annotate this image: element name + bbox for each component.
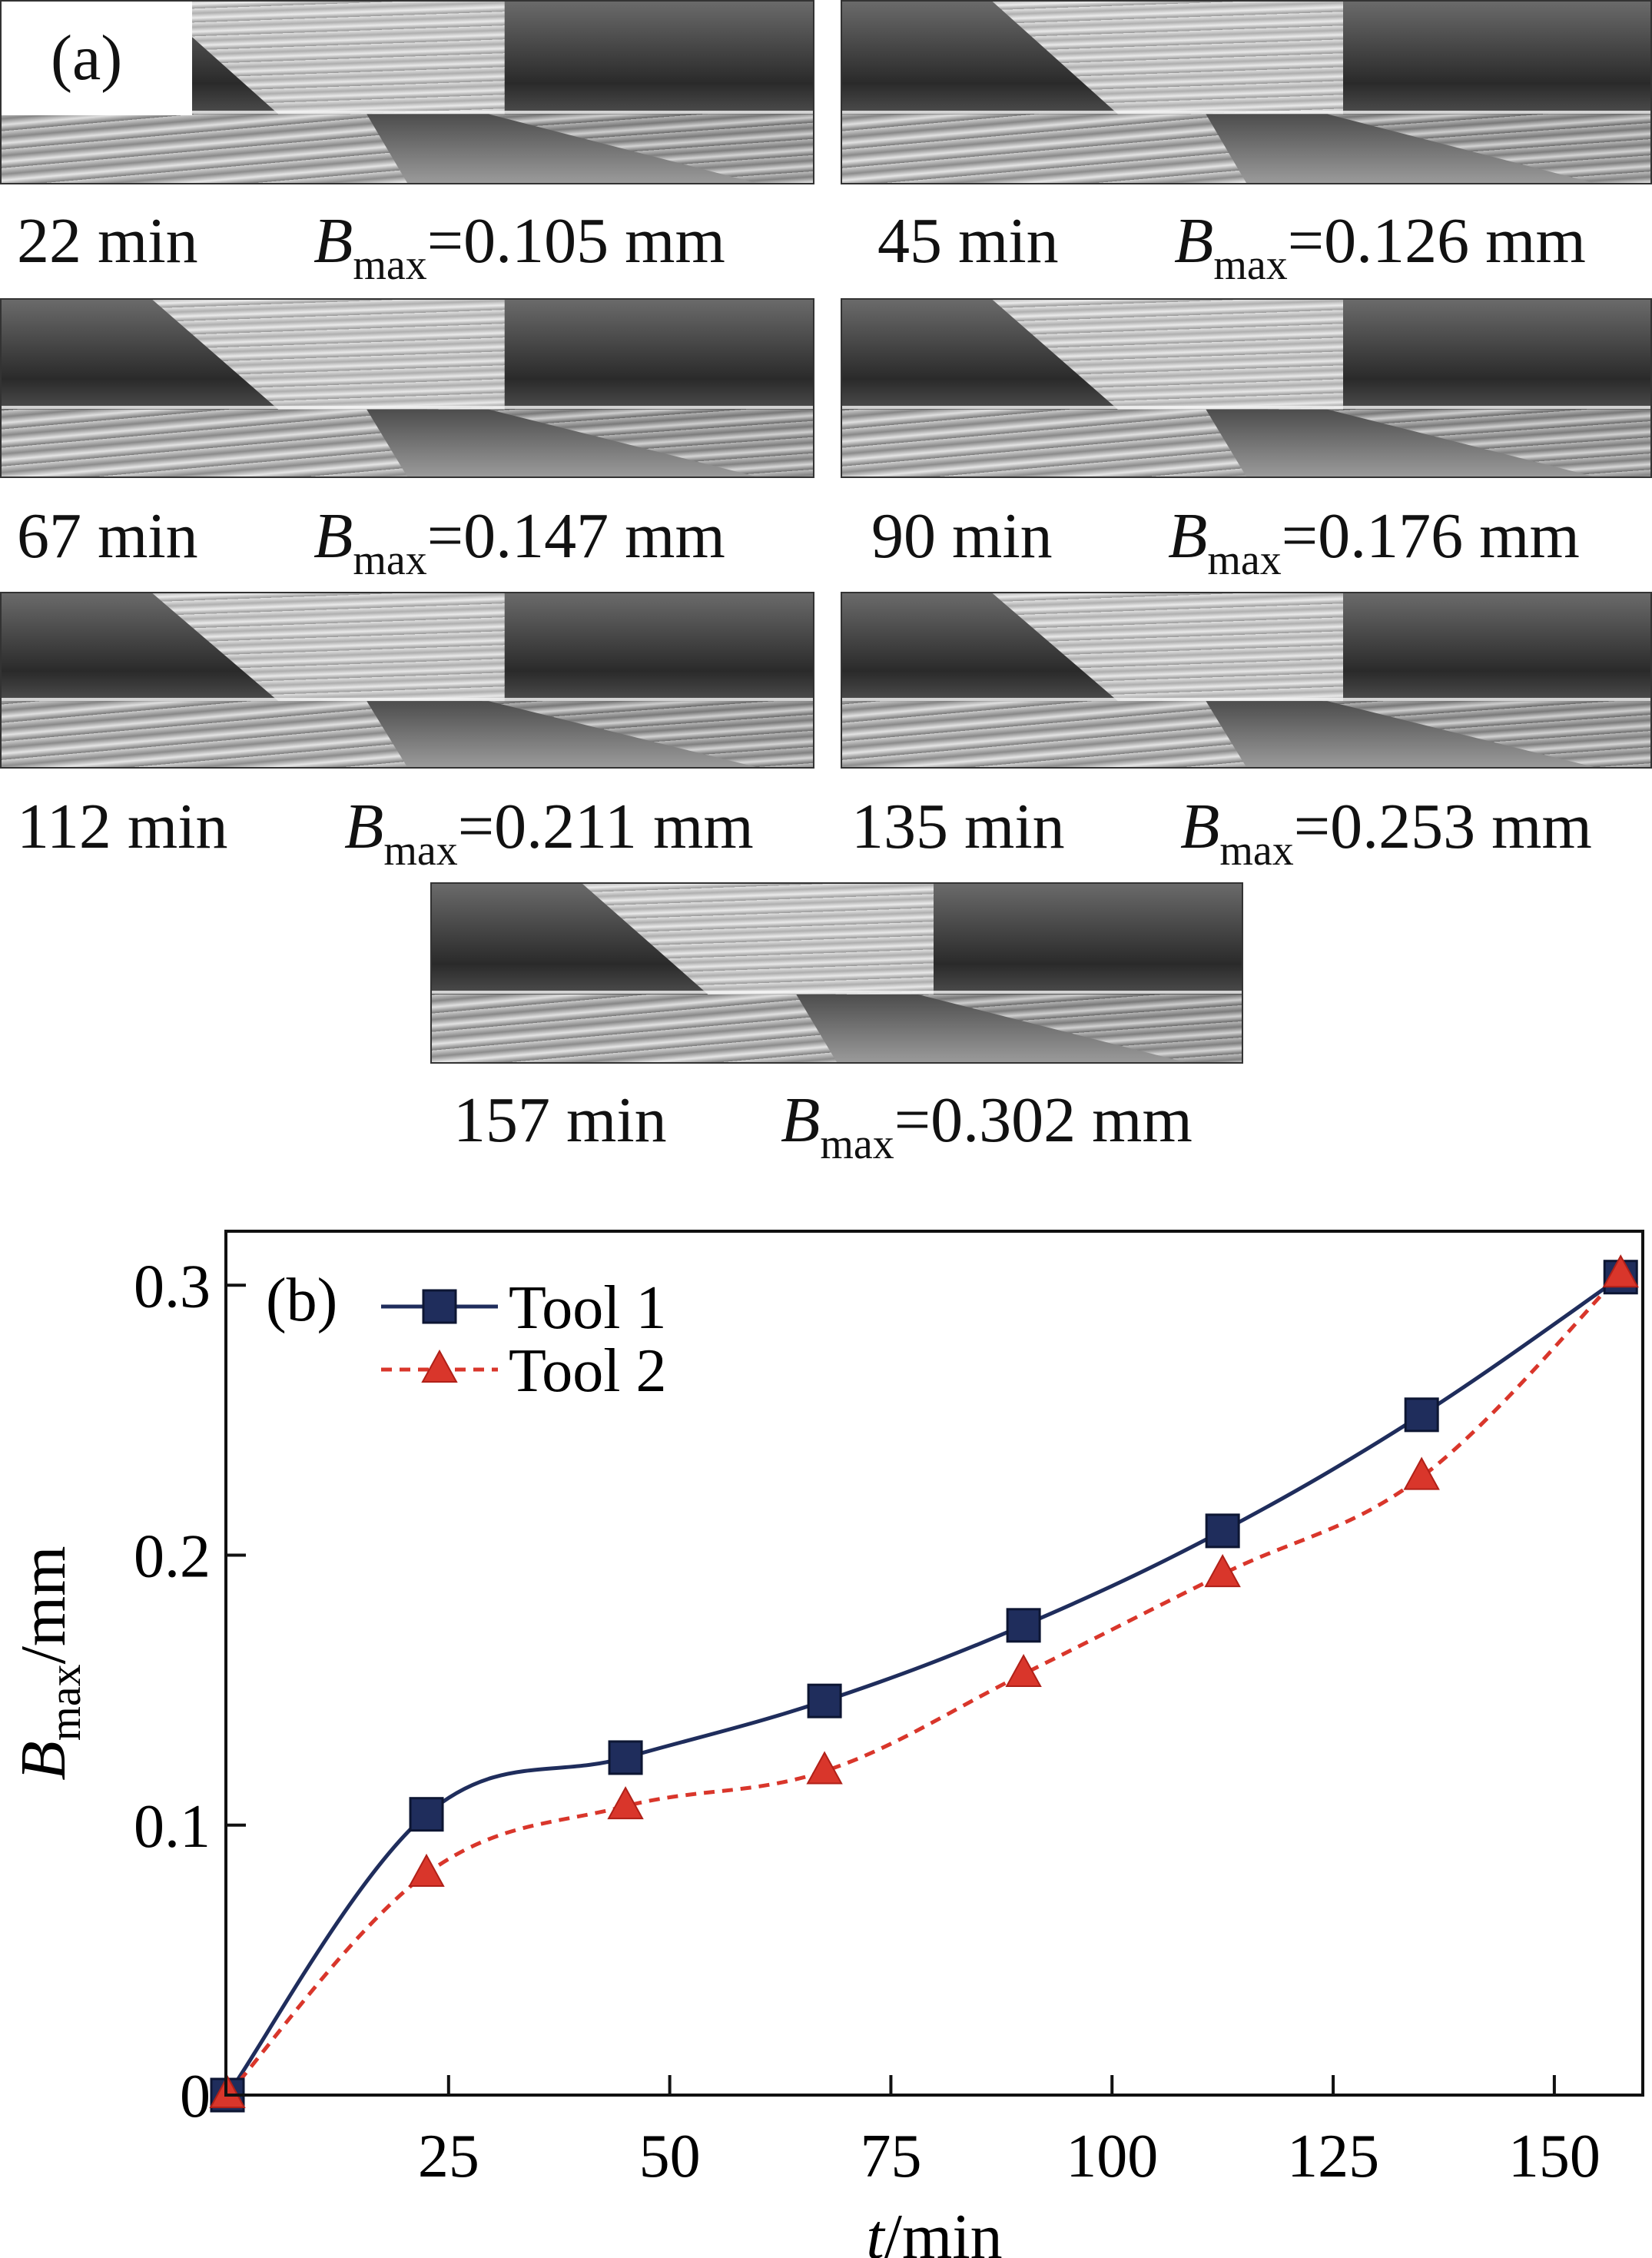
x-tick-label: 100 bbox=[1066, 2123, 1158, 2190]
data-point-tool-1 bbox=[807, 1683, 842, 1718]
micrograph-90min bbox=[841, 298, 1652, 478]
caption-bmax-22min: Bmax=0.105 mm bbox=[313, 205, 725, 289]
caption-22min: 22 min bbox=[17, 205, 198, 277]
caption-bmax-67min: Bmax=0.147 mm bbox=[313, 500, 725, 584]
y-tick-label: 0 bbox=[180, 2063, 211, 2130]
x-tick-label: 125 bbox=[1287, 2123, 1379, 2190]
data-point-tool-1 bbox=[1006, 1608, 1041, 1643]
data-point-tool-2 bbox=[1005, 1653, 1042, 1688]
caption-112min: 112 min bbox=[17, 791, 228, 862]
legend-marker-2 bbox=[421, 1349, 458, 1383]
micrograph-112min bbox=[0, 592, 814, 769]
micrograph-135min bbox=[841, 592, 1652, 769]
micrograph-45min bbox=[841, 0, 1652, 184]
micrograph-157min bbox=[430, 882, 1243, 1064]
y-axis-label: Bmax/mm bbox=[8, 1546, 90, 1780]
data-point-tool-1 bbox=[608, 1740, 643, 1775]
wear-chart: 25 50 75 100 125 150 0 0.1 0.2 0.3 (b) Tool 1Tool… bbox=[8, 1230, 1644, 2258]
data-point-tool-1 bbox=[409, 1797, 444, 1832]
legend-label-2: Tool 2 bbox=[509, 1337, 667, 1405]
caption-90min: 90 min bbox=[871, 500, 1053, 572]
data-point-tool-1 bbox=[1205, 1513, 1240, 1549]
caption-135min: 135 min bbox=[851, 791, 1065, 862]
y-tick-label: 0.3 bbox=[134, 1253, 211, 1320]
micrograph-67min bbox=[0, 298, 814, 478]
data-point-tool-2 bbox=[806, 1751, 843, 1785]
legend-marker-1 bbox=[422, 1289, 457, 1324]
data-point-tool-2 bbox=[607, 1786, 644, 1820]
data-point-tool-2 bbox=[1602, 1254, 1639, 1288]
x-tick-label: 50 bbox=[639, 2123, 701, 2190]
legend-label-1: Tool 1 bbox=[509, 1274, 667, 1342]
panel-b-label: (b) bbox=[266, 1267, 337, 1334]
caption-bmax-112min: Bmax=0.211 mm bbox=[344, 791, 754, 875]
micrograph-22min: (a) bbox=[0, 0, 814, 184]
x-axis-label: t/min bbox=[866, 2201, 1002, 2258]
caption-bmax-45min: Bmax=0.126 mm bbox=[1174, 205, 1586, 289]
caption-bmax-135min: Bmax=0.253 mm bbox=[1180, 791, 1592, 875]
caption-157min: 157 min bbox=[453, 1084, 667, 1156]
x-tick-label: 150 bbox=[1508, 2123, 1601, 2190]
x-tick-label: 25 bbox=[418, 2123, 479, 2190]
data-point-tool-2 bbox=[408, 1853, 445, 1887]
caption-bmax-157min: Bmax=0.302 mm bbox=[781, 1084, 1193, 1168]
caption-45min: 45 min bbox=[877, 205, 1059, 277]
data-point-tool-2 bbox=[1403, 1456, 1440, 1490]
caption-bmax-90min: Bmax=0.176 mm bbox=[1168, 500, 1580, 584]
panel-a-label: (a) bbox=[2, 2, 192, 115]
y-tick-label: 0.1 bbox=[134, 1793, 211, 1861]
y-tick-label: 0.2 bbox=[134, 1523, 211, 1591]
x-tick-label: 75 bbox=[860, 2123, 921, 2190]
caption-67min: 67 min bbox=[17, 500, 198, 572]
data-point-tool-1 bbox=[1404, 1397, 1439, 1433]
data-point-tool-2 bbox=[1204, 1554, 1241, 1588]
plot-frame bbox=[224, 1230, 1644, 2097]
